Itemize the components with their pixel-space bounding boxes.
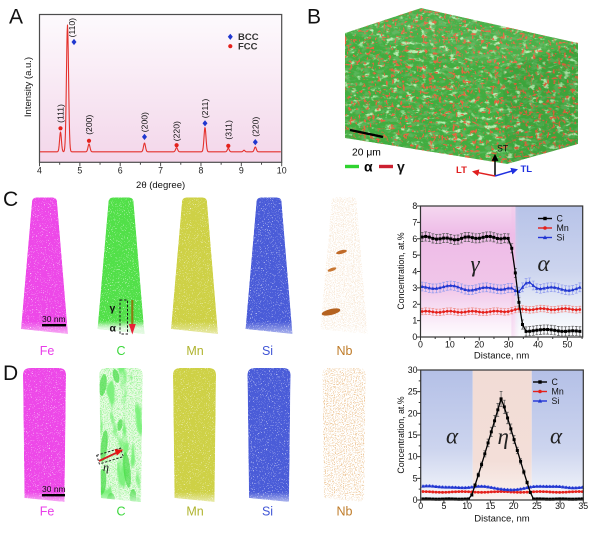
svg-text:4: 4	[37, 166, 42, 176]
svg-text:9: 9	[239, 166, 244, 176]
svg-text:10: 10	[277, 166, 287, 176]
svg-text:25: 25	[532, 501, 542, 511]
svg-text:6: 6	[412, 234, 417, 244]
svg-text:Si: Si	[557, 233, 565, 243]
svg-text:(211): (211)	[200, 99, 210, 119]
svg-text:15: 15	[408, 430, 418, 440]
svg-text:Fe: Fe	[40, 344, 55, 358]
svg-text:50: 50	[563, 340, 573, 350]
svg-text:Concentration, at.%: Concentration, at.%	[396, 232, 406, 309]
svg-text:TL: TL	[521, 164, 533, 175]
svg-text:10: 10	[408, 452, 418, 462]
svg-text:10: 10	[445, 340, 455, 350]
svg-text:C: C	[3, 188, 18, 211]
svg-text:5: 5	[412, 250, 417, 260]
svg-text:2: 2	[412, 299, 417, 309]
svg-text:Distance, nm: Distance, nm	[474, 351, 530, 362]
svg-text:Mn: Mn	[557, 223, 569, 233]
svg-text:20: 20	[509, 501, 519, 511]
svg-text:35: 35	[578, 501, 588, 511]
svg-text:α: α	[446, 424, 459, 449]
svg-text:Si: Si	[552, 396, 560, 406]
svg-text:5: 5	[413, 473, 418, 483]
svg-text:Mn: Mn	[186, 344, 203, 358]
svg-text:Distance, nm: Distance, nm	[474, 514, 530, 525]
svg-text:ST: ST	[497, 144, 509, 154]
svg-text:20: 20	[408, 408, 418, 418]
svg-text:Nb: Nb	[337, 344, 353, 358]
svg-text:4: 4	[412, 267, 417, 277]
svg-text:6: 6	[118, 166, 123, 176]
svg-text:30: 30	[408, 365, 418, 375]
svg-text:Mn: Mn	[552, 387, 564, 397]
svg-text:7: 7	[412, 217, 417, 227]
svg-text:α: α	[550, 424, 563, 449]
svg-text:(110): (110)	[67, 18, 77, 38]
svg-text:α: α	[110, 323, 117, 335]
svg-text:10: 10	[462, 501, 472, 511]
svg-text:0: 0	[418, 501, 423, 511]
svg-text:5: 5	[441, 501, 446, 511]
svg-text:LT: LT	[456, 165, 467, 176]
svg-text:Mn: Mn	[186, 505, 203, 519]
svg-text:30 nm: 30 nm	[42, 314, 66, 324]
svg-text:Si: Si	[262, 344, 273, 358]
svg-text:(200): (200)	[140, 112, 150, 132]
svg-text:0: 0	[418, 340, 423, 350]
svg-text:(200): (200)	[84, 115, 94, 135]
svg-text:7: 7	[158, 166, 163, 176]
svg-text:C: C	[116, 344, 125, 358]
svg-text:30: 30	[504, 340, 514, 350]
svg-text:0: 0	[412, 332, 417, 342]
svg-text:(111): (111)	[56, 104, 66, 123]
svg-text:Si: Si	[262, 505, 273, 519]
svg-text:5: 5	[77, 166, 82, 176]
svg-text:D: D	[3, 362, 18, 385]
svg-text:(220): (220)	[250, 117, 260, 137]
svg-text:20: 20	[474, 340, 484, 350]
svg-text:C: C	[116, 505, 125, 519]
svg-text:8: 8	[412, 201, 417, 211]
svg-text:1: 1	[412, 316, 417, 326]
svg-text:C: C	[557, 214, 564, 224]
svg-text:FCC: FCC	[238, 42, 258, 53]
svg-text:20 μm: 20 μm	[352, 148, 381, 159]
svg-text:α: α	[538, 251, 551, 276]
svg-text:Concentration, at.%: Concentration, at.%	[396, 396, 406, 473]
svg-text:B: B	[307, 6, 321, 29]
svg-text:(220): (220)	[172, 121, 182, 141]
svg-text:(311): (311)	[223, 120, 233, 140]
svg-text:15: 15	[485, 501, 495, 511]
svg-text:8: 8	[199, 166, 204, 176]
svg-text:A: A	[9, 6, 23, 29]
svg-text:3: 3	[412, 283, 417, 293]
svg-text:2θ (degree): 2θ (degree)	[136, 180, 185, 191]
svg-text:α: α	[364, 159, 373, 175]
svg-text:Fe: Fe	[40, 505, 55, 519]
svg-text:η: η	[103, 460, 109, 474]
svg-text:γ: γ	[110, 303, 116, 315]
svg-text:C: C	[552, 377, 559, 387]
svg-text:γ: γ	[471, 252, 481, 277]
svg-text:30 nm: 30 nm	[42, 484, 66, 494]
svg-text:Intensity (a.u.): Intensity (a.u.)	[23, 57, 34, 117]
svg-text:30: 30	[555, 501, 565, 511]
svg-text:40: 40	[533, 340, 543, 350]
svg-text:Nb: Nb	[337, 505, 353, 519]
svg-text:25: 25	[408, 387, 418, 397]
svg-text:BCC: BCC	[238, 32, 259, 43]
svg-text:η: η	[498, 424, 509, 449]
svg-text:0: 0	[413, 495, 418, 505]
svg-text:γ: γ	[397, 159, 405, 175]
